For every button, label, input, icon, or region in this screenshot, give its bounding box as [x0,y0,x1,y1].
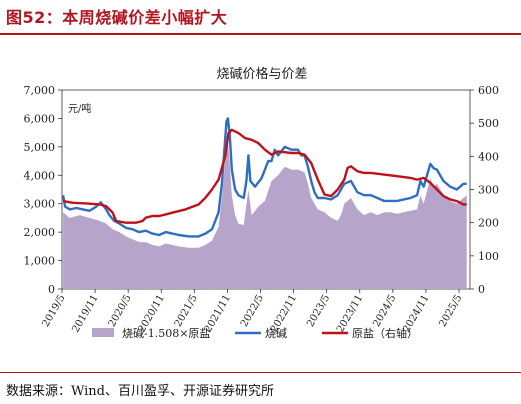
y-tick-label: 0 [48,283,55,296]
y-tick-label: 3,000 [24,198,56,211]
y2-tick-label: 500 [478,117,499,130]
legend-label-0: 烧碱-1.508×原盐 [122,327,210,340]
legend-swatch-0 [92,328,114,337]
x-tick-label: 2023/5 [305,293,332,329]
y2-tick-label: 600 [478,84,499,97]
y-tick-label: 4,000 [24,169,56,182]
x-tick-label: 2020/5 [107,293,134,329]
y2-tick-label: 300 [478,184,499,197]
series-line-1 [61,117,467,238]
y-tick-label: 1,000 [24,255,56,268]
source-divider [0,372,521,373]
figure-title: 图52：本周烧碱价差小幅扩大 [6,8,228,27]
y2-tick-label: 0 [478,283,485,296]
x-tick-label: 2019/5 [41,293,68,329]
x-tick-label: 2025/5 [437,293,464,329]
legend-label-1: 烧碱 [265,327,287,340]
x-tick-label: 2021/5 [173,293,200,329]
y2-tick-label: 100 [478,250,499,263]
legend-label-2: 原盐（右轴） [352,326,418,340]
y-tick-label: 5,000 [24,141,56,154]
x-tick-label: 2024/5 [371,293,398,329]
y-tick-label: 2,000 [24,226,56,239]
y2-tick-label: 400 [478,150,499,163]
chart-title: 烧碱价格与价差 [216,66,307,82]
series-line-2 [62,128,467,224]
legend: 烧碱-1.508×原盐 烧碱 原盐（右轴） [92,326,418,340]
y-tick-label: 6,000 [24,112,56,125]
source-note: 数据来源：Wind、百川盈孚、开源证券研究所 [6,384,274,399]
x-tick-label: 2022/5 [239,293,266,329]
y-axis-label: 元/吨 [68,102,91,115]
y2-tick-label: 200 [478,217,499,230]
title-divider [0,33,521,35]
series-area-0 [63,135,467,289]
y-tick-label: 7,000 [24,84,56,97]
chart: 烧碱价格与价差 元/吨 0 1,000 2,000 3,000 4,000 5,000 6,… [24,66,500,340]
plot-area: 0 1,000 2,000 3,000 4,000 5,000 6,000 7,000 0 100… [24,84,500,334]
